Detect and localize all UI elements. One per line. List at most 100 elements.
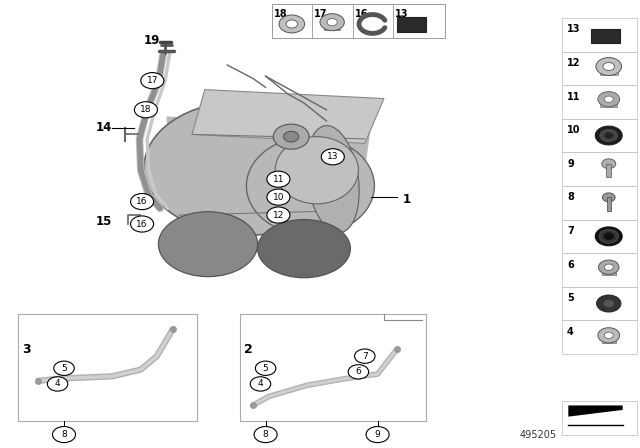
Text: 4: 4 [567,327,574,337]
Circle shape [273,124,309,149]
Ellipse shape [246,137,374,235]
Circle shape [267,189,290,205]
FancyBboxPatch shape [562,401,637,435]
FancyBboxPatch shape [562,186,637,220]
Text: 1: 1 [403,193,410,206]
FancyBboxPatch shape [562,287,637,320]
Circle shape [595,227,622,246]
Text: 16: 16 [355,9,368,19]
Text: 18: 18 [274,9,287,19]
Circle shape [596,295,621,312]
Text: 18: 18 [140,105,152,114]
FancyBboxPatch shape [562,152,637,186]
Text: 11: 11 [273,175,284,184]
Ellipse shape [275,137,358,204]
FancyBboxPatch shape [397,17,426,32]
Text: 12: 12 [567,58,580,68]
Text: 19: 19 [143,34,160,47]
Polygon shape [568,405,623,417]
Circle shape [604,96,613,103]
Circle shape [284,131,299,142]
Circle shape [596,58,621,76]
Circle shape [604,233,614,240]
Circle shape [355,349,375,363]
FancyBboxPatch shape [562,18,637,52]
Text: 6: 6 [567,259,574,270]
Text: 3: 3 [22,343,31,356]
Text: 7: 7 [567,226,574,236]
Circle shape [598,92,620,107]
Circle shape [603,299,614,307]
Circle shape [604,264,613,271]
Circle shape [254,426,277,443]
Text: 6: 6 [356,367,361,376]
Circle shape [321,149,344,165]
Text: 8: 8 [567,192,574,202]
Text: 9: 9 [567,159,574,169]
Text: 2: 2 [244,343,253,356]
Circle shape [348,365,369,379]
Polygon shape [166,116,371,215]
FancyBboxPatch shape [18,314,197,421]
Ellipse shape [258,220,351,278]
FancyBboxPatch shape [602,340,616,344]
FancyBboxPatch shape [602,271,616,275]
Circle shape [366,426,389,443]
FancyBboxPatch shape [562,253,637,287]
Text: 8: 8 [61,430,67,439]
Text: 4: 4 [258,379,263,388]
FancyBboxPatch shape [591,30,620,43]
Ellipse shape [159,212,258,276]
Circle shape [267,171,290,187]
Ellipse shape [307,125,359,233]
FancyBboxPatch shape [240,314,426,421]
Circle shape [598,260,619,274]
Circle shape [141,73,164,89]
FancyBboxPatch shape [600,103,617,108]
Circle shape [595,126,622,145]
Circle shape [131,194,154,210]
Circle shape [255,361,276,375]
Circle shape [602,193,615,202]
Text: 13: 13 [567,24,580,34]
Text: 15: 15 [96,215,113,228]
Text: 10: 10 [273,193,284,202]
Text: 16: 16 [136,197,148,206]
Circle shape [250,377,271,391]
Text: 5: 5 [567,293,574,303]
Circle shape [603,63,614,71]
Text: 5: 5 [263,364,268,373]
Ellipse shape [144,101,349,235]
Text: 495205: 495205 [520,430,557,440]
FancyBboxPatch shape [562,85,637,119]
Circle shape [47,377,68,391]
Circle shape [52,426,76,443]
FancyBboxPatch shape [272,4,445,38]
Circle shape [279,15,305,33]
Text: 13: 13 [395,9,408,19]
Circle shape [320,13,344,30]
Text: 13: 13 [327,152,339,161]
FancyBboxPatch shape [324,26,340,30]
Text: 4: 4 [55,379,60,388]
Circle shape [599,230,618,243]
Text: 17: 17 [147,76,158,85]
FancyBboxPatch shape [562,320,637,354]
Circle shape [134,102,157,118]
Text: 11: 11 [567,91,580,102]
Circle shape [604,332,613,339]
Text: 14: 14 [96,121,113,134]
FancyBboxPatch shape [562,119,637,152]
Text: 5: 5 [61,364,67,373]
Text: 12: 12 [273,211,284,220]
FancyBboxPatch shape [562,220,637,253]
Circle shape [286,20,298,28]
Polygon shape [192,90,384,143]
Text: 16: 16 [136,220,148,228]
Circle shape [598,328,620,343]
Text: 10: 10 [567,125,580,135]
FancyBboxPatch shape [606,164,611,177]
Circle shape [327,18,337,26]
FancyBboxPatch shape [600,70,618,76]
Text: 7: 7 [362,352,367,361]
